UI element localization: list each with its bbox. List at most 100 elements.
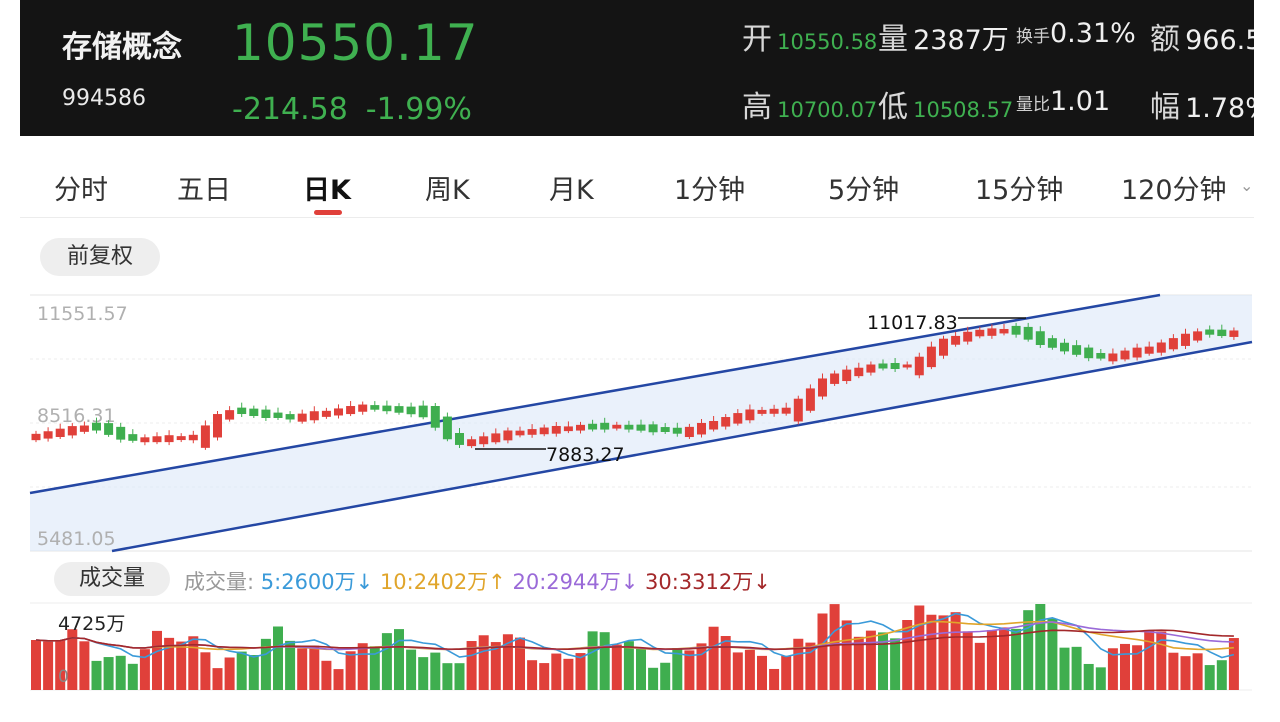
- candle-body: [225, 410, 235, 420]
- volume-bar: [708, 626, 719, 690]
- volume-ratio-label: 量比: [1016, 95, 1050, 115]
- candle-body: [563, 426, 573, 432]
- candle-body: [1060, 342, 1069, 352]
- candle-body: [697, 422, 706, 435]
- volume-ma5: 5:2600万↓: [260, 570, 374, 594]
- volume-indicator-button[interactable]: 成交量: [54, 562, 170, 596]
- last-price: 10550.17: [232, 14, 479, 72]
- volume-bar: [1192, 653, 1203, 690]
- candle-body: [515, 430, 525, 436]
- candle-body: [721, 417, 731, 427]
- volume-bar: [1156, 631, 1167, 690]
- volume-bar: [793, 638, 804, 690]
- candle-body: [551, 425, 561, 434]
- volume-ratio-stat: 量比1.01: [1016, 86, 1110, 117]
- turnover-label: 换手: [1016, 27, 1050, 47]
- volume-ma30: 30:3312万↓: [645, 570, 771, 594]
- candle-body: [636, 424, 646, 431]
- volume-bar: [732, 652, 743, 690]
- volume-bar: [962, 631, 973, 690]
- volume-bar: [1083, 663, 1094, 690]
- candle-body: [406, 406, 416, 415]
- volume-max-label: 4725万: [58, 613, 125, 635]
- volume-bar: [224, 657, 235, 690]
- candle-body: [781, 407, 791, 414]
- tab-weekly-k[interactable]: 周K: [425, 175, 470, 206]
- volume-bar: [684, 650, 695, 690]
- volume-bar: [139, 649, 150, 690]
- volume-bar: [539, 663, 550, 690]
- volume-bar: [1023, 610, 1034, 690]
- candle-body: [1205, 329, 1215, 335]
- volume-bar: [1059, 647, 1070, 690]
- candle-body: [830, 373, 840, 384]
- volume-bar: [611, 644, 622, 690]
- candle-body: [854, 367, 864, 377]
- volume-bar: [853, 636, 864, 690]
- volume-bar: [297, 648, 308, 690]
- volume-bar: [757, 655, 767, 690]
- volume-bar: [878, 632, 888, 690]
- candle-body: [358, 404, 368, 412]
- candle-body: [309, 411, 319, 421]
- candle-body: [963, 331, 973, 342]
- candle-body: [842, 369, 852, 382]
- volume-bar: [406, 649, 417, 690]
- volume-bar: [103, 657, 114, 690]
- volume-bar: [1228, 638, 1239, 690]
- volume-legend-label: 成交量:: [184, 570, 255, 594]
- volume-bar: [394, 629, 404, 690]
- volume-bar: [999, 627, 1009, 690]
- volume-bar: [490, 642, 501, 690]
- volume-bar: [660, 662, 671, 690]
- volume-bar: [273, 626, 283, 690]
- volume-bar: [696, 643, 707, 690]
- candle-body: [576, 424, 585, 431]
- tab-daily-k[interactable]: 日K: [303, 175, 351, 206]
- high-label: 高: [742, 90, 772, 125]
- volume-bar: [599, 632, 610, 690]
- tab-monthly-k[interactable]: 月K: [549, 175, 594, 206]
- candle-body: [116, 426, 126, 440]
- volume-bar: [841, 620, 852, 690]
- tab-intraday[interactable]: 分时: [54, 175, 108, 206]
- adjust-toggle-button[interactable]: 前复权: [40, 238, 160, 276]
- change-value: -214.58: [232, 92, 348, 127]
- candle-body: [346, 406, 356, 415]
- candle-body: [79, 425, 89, 432]
- candle-body: [1229, 330, 1239, 337]
- volume-bar: [648, 667, 659, 690]
- volume-bar: [636, 648, 646, 690]
- candle-body: [890, 363, 900, 369]
- amplitude-stat: 幅 1.78%: [1150, 82, 1254, 126]
- volume-bar: [950, 612, 961, 690]
- tab-120-minute[interactable]: 120分钟: [1121, 175, 1227, 206]
- quote-header: 存储概念 994586 10550.17 -214.58 -1.99% 开 105…: [20, 0, 1254, 136]
- candle-body: [1047, 338, 1057, 348]
- candle-body: [1084, 347, 1094, 359]
- chevron-down-icon[interactable]: ⌄: [1240, 176, 1254, 195]
- tab-1-minute[interactable]: 1分钟: [674, 175, 746, 206]
- volume-bar: [986, 630, 997, 690]
- candle-body: [1193, 331, 1203, 341]
- candle-body: [370, 405, 380, 410]
- amount-stat: 额 966.5: [1150, 14, 1254, 58]
- candlestick-series: [31, 322, 1239, 450]
- candle-body: [1168, 338, 1178, 350]
- volume-bar-series: [31, 604, 1239, 690]
- candle-body: [987, 328, 997, 336]
- candle-body: [92, 422, 101, 431]
- volume-bar: [1095, 667, 1106, 690]
- candle-body: [1144, 346, 1154, 354]
- candle-body: [926, 346, 936, 368]
- volume-bar: [587, 631, 598, 690]
- axis-label-min: 5481.05: [37, 528, 116, 550]
- tab-five-day[interactable]: 五日: [177, 175, 231, 206]
- candle-body: [467, 439, 477, 447]
- tab-5-minute[interactable]: 5分钟: [828, 175, 900, 206]
- volume-bar: [974, 642, 985, 690]
- tab-15-minute[interactable]: 15分钟: [975, 175, 1064, 206]
- candle-body: [152, 436, 162, 443]
- candle-body: [1072, 345, 1082, 355]
